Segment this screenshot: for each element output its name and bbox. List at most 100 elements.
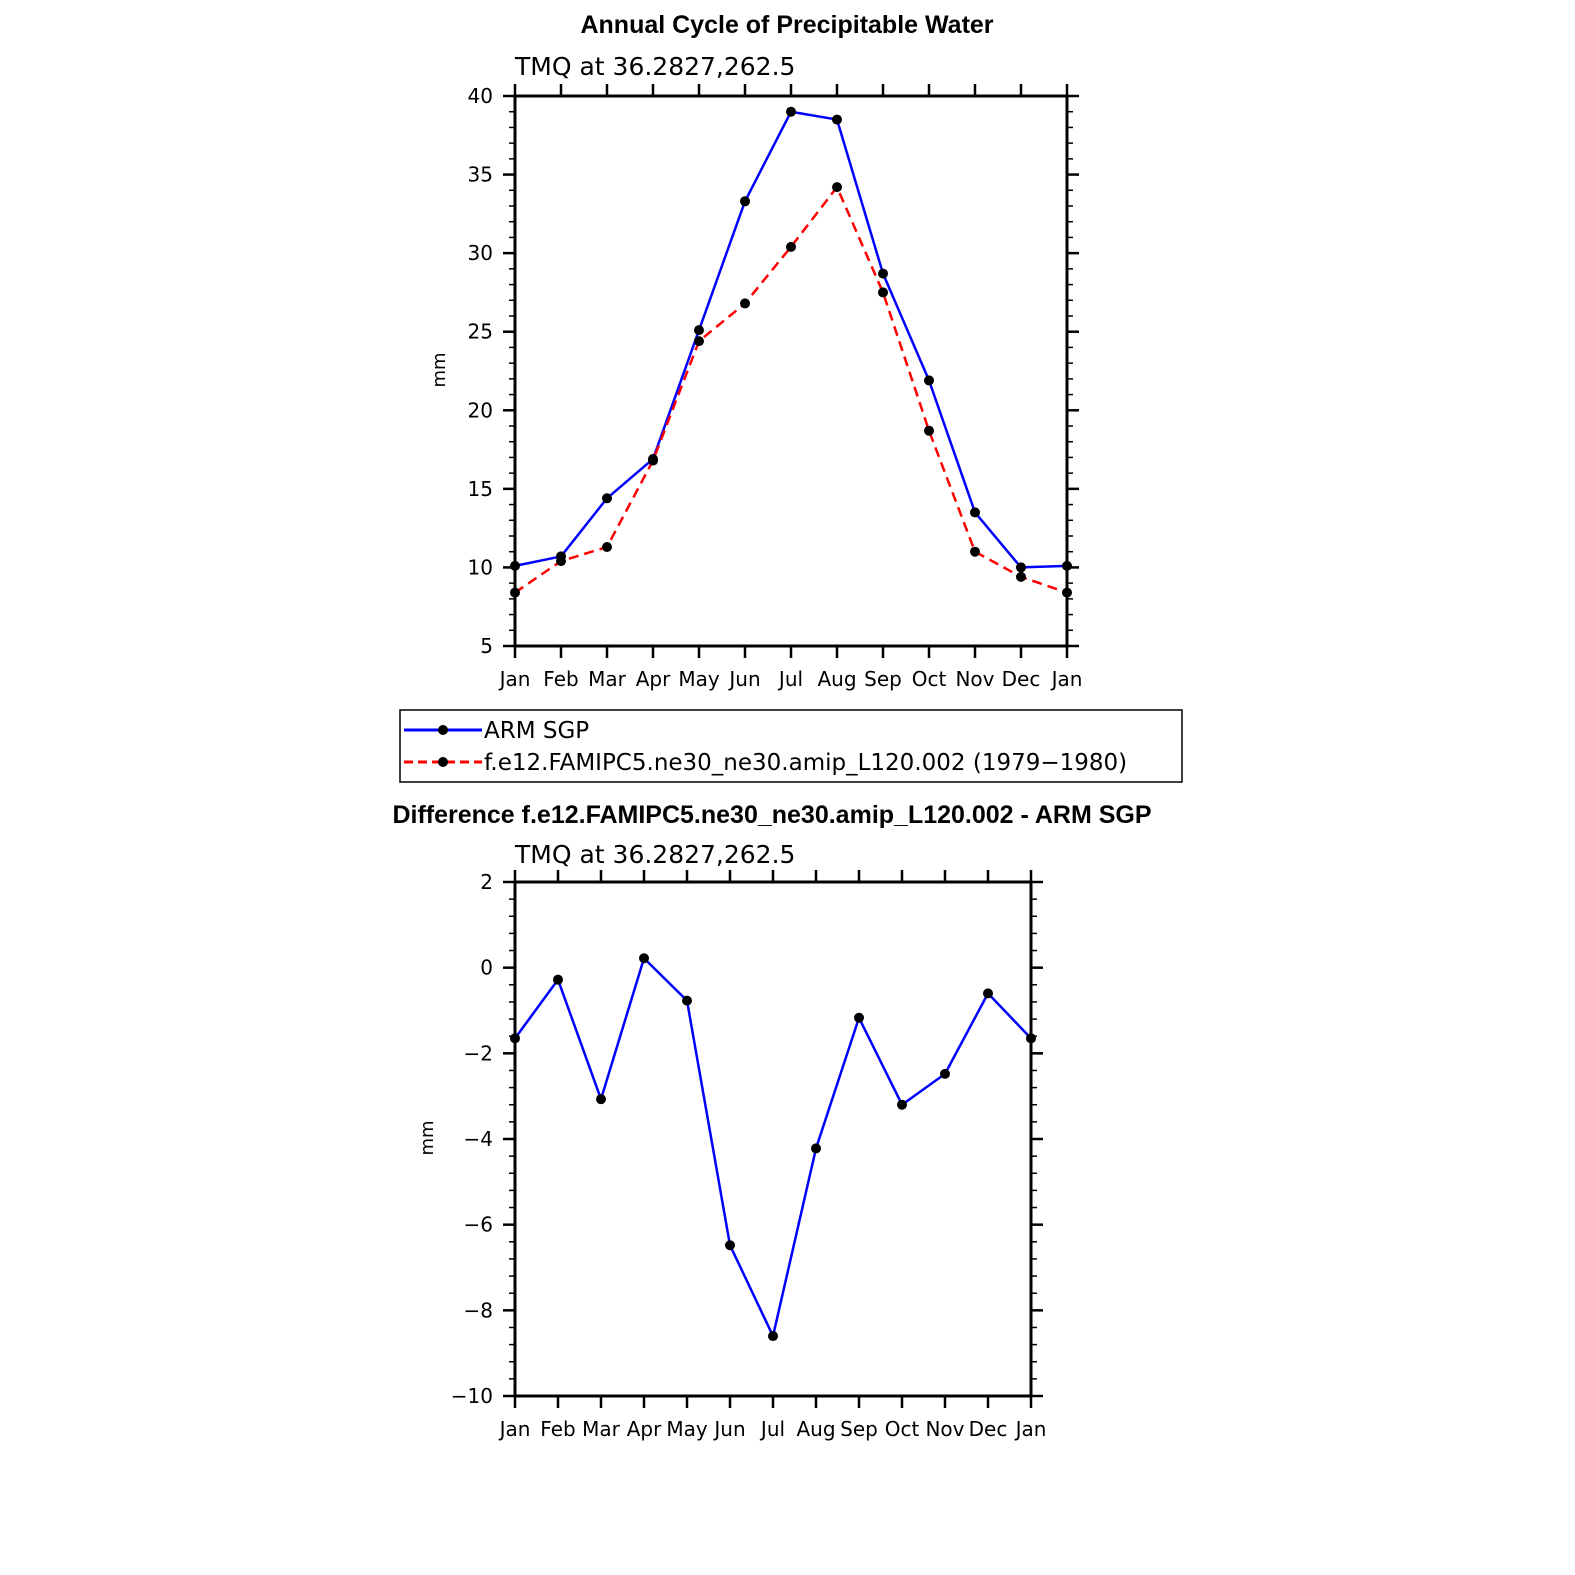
- top-chart-series: [510, 106, 1072, 598]
- top-chart: Annual Cycle of Precipitable Water TMQ a…: [399, 11, 1183, 783]
- bottom-series-point-0: [639, 953, 649, 964]
- legend-frame: [399, 709, 1183, 783]
- top-series-point-1: [602, 542, 612, 552]
- top-series-point-0: [832, 114, 842, 125]
- bottom-series-point-0: [725, 1240, 735, 1251]
- bottom-x-tick-label: Feb: [540, 1417, 575, 1441]
- bottom-y-tick-label: −2: [464, 1041, 493, 1065]
- bottom-x-tick-label: Jun: [712, 1417, 745, 1441]
- top-x-tick-label: Apr: [636, 667, 671, 691]
- bottom-series-point-0: [811, 1143, 821, 1154]
- top-y-tick-label: 20: [468, 398, 493, 422]
- bottom-series-point-0: [768, 1331, 778, 1342]
- legend-marker-arm: [438, 725, 448, 735]
- top-chart-subtitle: TMQ at 36.2827,262.5: [514, 52, 795, 81]
- bottom-series-point-0: [553, 974, 563, 985]
- bottom-series-point-0: [940, 1068, 950, 1079]
- top-y-tick-label: 30: [468, 241, 493, 265]
- bottom-y-tick-label: −10: [451, 1384, 493, 1408]
- top-series-point-1: [832, 182, 842, 193]
- bottom-y-tick-label: −8: [464, 1298, 493, 1322]
- top-y-tick-label: 40: [468, 84, 493, 108]
- top-series-point-1: [970, 546, 980, 557]
- top-series-point-0: [878, 268, 888, 279]
- top-x-tick-label: Dec: [1002, 667, 1041, 691]
- top-series-point-0: [786, 106, 796, 117]
- top-series-point-0: [740, 196, 750, 207]
- bottom-chart: Difference f.e12.FAMIPC5.ne30_ne30.amip_…: [392, 801, 1151, 1441]
- top-series-point-1: [1062, 587, 1072, 598]
- bottom-x-tick-label: Aug: [796, 1417, 835, 1441]
- top-series-point-0: [1062, 560, 1072, 571]
- top-series-point-1: [924, 425, 934, 436]
- top-x-tick-label: Oct: [912, 667, 947, 691]
- top-x-tick-label: Mar: [588, 667, 627, 691]
- top-series-point-0: [1016, 562, 1026, 573]
- bottom-series-point-0: [983, 988, 993, 999]
- top-series-point-1: [510, 587, 520, 598]
- top-series-line-0: [514, 110, 1068, 569]
- top-chart-title: Annual Cycle of Precipitable Water: [580, 11, 993, 39]
- bottom-x-tick-label: Apr: [627, 1417, 662, 1441]
- bottom-x-tick-label: May: [666, 1417, 708, 1441]
- top-x-tick-label: Aug: [817, 667, 856, 691]
- bottom-chart-series: [510, 953, 1036, 1342]
- top-series-point-0: [510, 560, 520, 571]
- top-y-tick-label: 35: [468, 163, 493, 187]
- bottom-series-point-0: [596, 1094, 606, 1105]
- bottom-x-tick-label: Oct: [885, 1417, 920, 1441]
- bottom-series-point-0: [854, 1012, 864, 1023]
- bottom-x-tick-label: Dec: [969, 1417, 1008, 1441]
- legend: ARM SGP f.e12.FAMIPC5.ne30_ne30.amip_L12…: [399, 709, 1183, 783]
- bottom-chart-ylabel: mm: [417, 1120, 438, 1155]
- top-chart-x-tick-labels: Jan Feb Mar Apr May Jun Jul Aug Sep Oct Nov Dec Jan: [498, 667, 1083, 691]
- top-x-tick-label: Jul: [777, 667, 803, 691]
- bottom-y-tick-label: 0: [480, 956, 493, 980]
- bottom-chart-x-tick-labels: Jan Feb Mar Apr May Jun Jul Aug Sep Oct Nov Dec Jan: [498, 1417, 1047, 1441]
- legend-label-arm: ARM SGP: [484, 718, 589, 744]
- bottom-series-point-0: [682, 995, 692, 1006]
- bottom-y-tick-label: −6: [464, 1213, 493, 1237]
- top-chart-ticks: [503, 84, 1079, 658]
- bottom-x-tick-label: Jan: [498, 1417, 531, 1441]
- bottom-series-point-0: [510, 1033, 520, 1044]
- top-x-tick-label: Sep: [864, 667, 902, 691]
- bottom-series-line-0: [513, 956, 1032, 1338]
- top-series-point-1: [1016, 571, 1026, 582]
- bottom-chart-title: Difference f.e12.FAMIPC5.ne30_ne30.amip_…: [392, 801, 1151, 829]
- bottom-y-tick-label: 2: [480, 870, 493, 894]
- bottom-x-tick-label: Sep: [840, 1417, 878, 1441]
- top-series-point-0: [602, 493, 612, 504]
- top-series-point-0: [970, 507, 980, 518]
- legend-label-model: f.e12.FAMIPC5.ne30_ne30.amip_L120.002 (1…: [484, 750, 1127, 776]
- legend-marker-model: [438, 757, 448, 767]
- top-chart-y-tick-labels: 5 10 15 20 25 30 35 40: [468, 84, 493, 658]
- top-series-point-1: [878, 287, 888, 298]
- bottom-series-point-0: [1026, 1033, 1036, 1044]
- bottom-x-tick-label: Jan: [1014, 1417, 1047, 1441]
- top-series-point-1: [786, 241, 796, 252]
- bottom-y-tick-label: −4: [464, 1127, 493, 1151]
- top-x-tick-label: Feb: [543, 667, 578, 691]
- bottom-x-tick-label: Jul: [759, 1417, 785, 1441]
- bottom-x-tick-label: Nov: [925, 1417, 964, 1441]
- bottom-chart-frame: [513, 880, 1033, 1398]
- top-chart-ylabel: mm: [429, 352, 450, 387]
- top-y-tick-label: 25: [468, 320, 493, 344]
- bottom-x-tick-label: Mar: [582, 1417, 621, 1441]
- top-series-point-0: [924, 375, 934, 386]
- top-series-point-1: [648, 455, 658, 466]
- top-y-tick-label: 5: [480, 634, 493, 658]
- top-y-tick-label: 15: [468, 477, 493, 501]
- top-x-tick-label: Jan: [1050, 667, 1083, 691]
- top-chart-frame: [513, 94, 1069, 648]
- top-x-tick-label: Nov: [955, 667, 994, 691]
- bottom-chart-subtitle: TMQ at 36.2827,262.5: [514, 840, 795, 869]
- bottom-chart-y-tick-labels: 2 0 −2 −4 −6 −8 −10: [451, 870, 493, 1408]
- top-y-tick-label: 10: [468, 555, 493, 579]
- top-x-tick-label: May: [678, 667, 720, 691]
- top-series-point-1: [740, 298, 750, 309]
- top-series-point-1: [694, 336, 704, 347]
- top-series-point-0: [694, 325, 704, 336]
